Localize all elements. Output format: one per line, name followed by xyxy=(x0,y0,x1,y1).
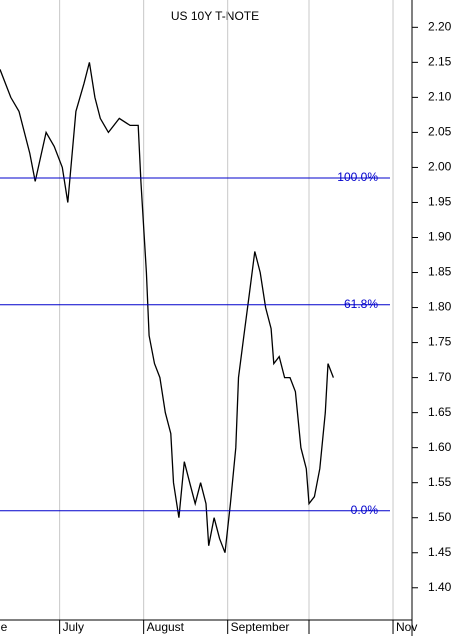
fib-label: 0.0% xyxy=(351,503,379,517)
y-tick-label: 2.05 xyxy=(428,125,452,139)
y-tick-label: 1.55 xyxy=(428,475,452,489)
x-tick-label: September xyxy=(231,620,290,634)
x-tick-label: Nov xyxy=(396,620,417,634)
y-tick-label: 1.40 xyxy=(428,580,452,594)
x-tick-label: June xyxy=(0,620,8,634)
y-tick-label: 1.95 xyxy=(428,195,452,209)
y-tick-label: 2.15 xyxy=(428,55,452,69)
y-tick-label: 1.45 xyxy=(428,545,452,559)
y-tick-label: 1.90 xyxy=(428,230,452,244)
y-tick-label: 1.70 xyxy=(428,370,452,384)
y-tick-label: 1.75 xyxy=(428,335,452,349)
y-tick-label: 1.85 xyxy=(428,265,452,279)
plot-area: June xyxy=(0,0,394,634)
price-line xyxy=(0,62,335,553)
y-tick-label: 1.60 xyxy=(428,440,452,454)
y-tick-label: 1.50 xyxy=(428,510,452,524)
chart-title: US 10Y T-NOTE xyxy=(171,9,259,23)
x-tick-label: August xyxy=(147,620,185,634)
y-tick-label: 2.20 xyxy=(428,19,452,33)
y-tick-label: 1.80 xyxy=(428,300,452,314)
y-tick-label: 2.00 xyxy=(428,160,452,174)
x-tick-label: July xyxy=(63,620,84,634)
fib-label: 100.0% xyxy=(337,170,378,184)
y-tick-label: 1.65 xyxy=(428,405,452,419)
fib-label: 61.8% xyxy=(344,297,378,311)
y-tick-label: 2.10 xyxy=(428,90,452,104)
